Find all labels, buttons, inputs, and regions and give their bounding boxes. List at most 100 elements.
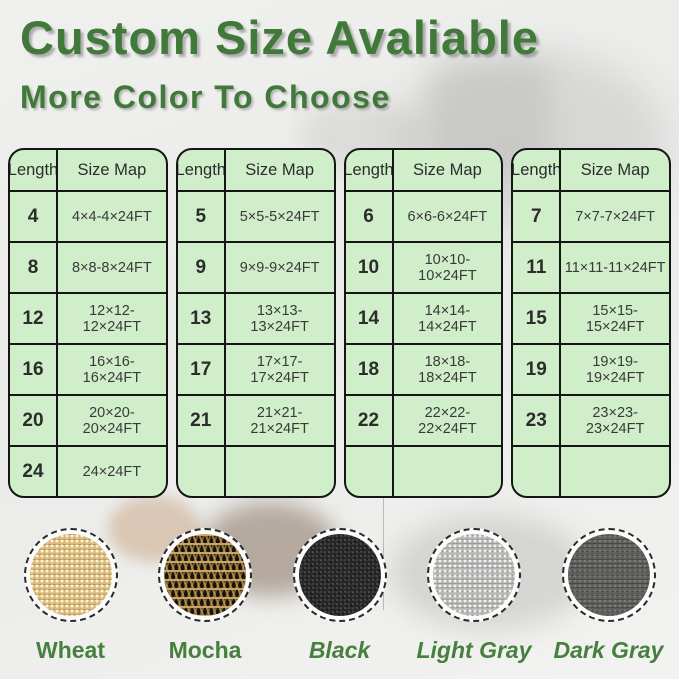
swatch-label-dark-gray: Dark Gray [553,637,664,663]
table-row-empty [177,445,334,496]
swatch-black: Black [276,528,404,664]
table-row: 23 23×23-23×24FT [513,394,669,445]
sizemap-cell: 23×23-23×24FT [585,404,645,437]
length-cell: 9 [178,243,226,292]
table-row: 20 20×20-20×24FT [10,394,166,445]
dashed-ring [561,528,656,622]
table-row: 13 13×13-13×24FT [177,292,334,343]
sizemap-cell: 11×11-11×24FT [564,259,666,276]
table-row: 8 8×8-8×24FT [10,241,166,292]
length-cell: 4 [10,192,58,241]
length-cell: 7 [513,192,562,241]
length-cell: 16 [10,345,58,394]
length-header: Length [10,150,58,190]
swatch-dark-gray: Dark Gray [545,528,673,664]
table-row: 14 14×14-14×24FT [345,292,502,343]
table-header-row: Length Size Map [178,150,334,190]
sizemap-cell: 15×15-15×24FT [585,302,645,335]
sizemap-cell: 4×4-4×24FT [71,208,152,225]
sizemap-cell: 10×10-10×24FT [418,251,477,284]
table-row: 11 11×11-11×24FT [513,241,669,292]
table-row-empty [513,445,669,496]
sizemap-header: Size Map [412,160,482,179]
size-table-3: Length Size Map 6 6×6-6×24FT 10 10×10-10×2… [343,148,504,498]
table-row-empty [345,445,502,496]
dashed-ring [292,528,387,622]
mocha-fabric-image [164,534,246,616]
length-cell: 13 [178,294,226,343]
sizemap-cell: 6×6-6×24FT [407,208,488,225]
table-row: 10 10×10-10×24FT [345,241,502,292]
table-row: 17 17×17-17×24FT [177,343,334,394]
swatch-light-gray: Light Gray [410,528,538,664]
length-cell: 18 [346,345,394,394]
length-cell [178,447,226,496]
table-row: 16 16×16-16×24FT [10,343,166,394]
table-header-row: Length Size Map [10,150,166,190]
table-row: 5 5×5-5×24FT [177,190,334,241]
length-cell: 21 [178,396,226,445]
size-table-2: Length Size Map 5 5×5-5×24FT 9 9×9-9×24FT … [175,148,336,498]
length-cell: 15 [513,294,562,343]
table-row: 19 19×19-19×24FT [513,343,669,394]
length-cell: 10 [346,243,394,292]
length-cell [513,447,562,496]
sizemap-cell: 18×18-18×24FT [418,353,477,386]
page-subtitle: More Color To Choose [20,79,391,115]
length-cell: 20 [10,396,58,445]
length-cell [346,447,394,496]
table-row: 4 4×4-4×24FT [10,190,166,241]
sizemap-cell: 19×19-19×24FT [585,353,645,386]
table-row: 18 18×18-18×24FT [345,343,502,394]
swatch-label-black: Black [308,637,371,663]
length-cell: 19 [513,345,562,394]
length-cell: 11 [513,243,562,292]
table-row: 15 15×15-15×24FT [513,292,669,343]
wheat-fabric-image [29,534,112,616]
length-cell: 5 [178,192,226,241]
length-cell: 23 [513,396,562,445]
size-table-1: Length Size Map 4 4×4-4×24FT 8 8×8-8×24FT … [8,148,168,498]
length-cell: 6 [346,192,394,241]
length-cell: 22 [346,396,394,445]
sizemap-cell [394,447,502,496]
light-gray-fabric-image [433,534,515,616]
swatch-label-mocha: Mocha [168,637,242,663]
dashed-ring [158,528,252,622]
sizemap-header: Size Map [245,160,315,179]
sizemap-header: Size Map [77,160,147,179]
table-row: 21 21×21-21×24FT [177,394,334,445]
sizemap-cell: 17×17-17×24FT [250,353,309,386]
swatch-mocha: Mocha [141,528,269,664]
table-row: 12 12×12-12×24FT [10,292,166,343]
sizemap-cell: 14×14-14×24FT [418,302,477,335]
sizemap-cell: 5×5-5×24FT [239,208,320,225]
dark-gray-fabric-image [567,534,650,616]
sizemap-cell: 16×16-16×24FT [82,353,142,386]
page-title: Custom Size Avaliable [20,11,539,64]
sizemap-cell: 8×8-8×24FT [71,259,152,276]
dashed-ring [427,528,521,622]
background-thread-line [383,498,384,610]
length-cell: 14 [346,294,394,343]
sizemap-cell: 9×9-9×24FT [239,259,320,276]
sizemap-cell [226,447,334,496]
length-cell: 8 [10,243,58,292]
sizemap-cell [561,447,669,496]
black-fabric-image [298,534,381,616]
swatch-label-light-gray: Light Gray [416,637,532,663]
sizemap-cell: 12×12-12×24FT [82,302,142,335]
length-cell: 12 [10,294,58,343]
length-header: Length [346,150,394,190]
size-tables: Length Size Map 4 4×4-4×24FT 8 8×8-8×24FT … [8,148,671,498]
sizemap-cell: 24×24FT [82,463,142,480]
size-table-4: Length Size Map 7 7×7-7×24FT 11 11×11-11×2… [511,148,671,498]
length-cell: 24 [10,447,58,496]
sizemap-cell: 22×22-22×24FT [418,404,477,437]
color-swatches: Wheat Mocha Black Light Gray Dark Gray [0,528,679,664]
table-row: 6 6×6-6×24FT [345,190,502,241]
table-header-row: Length Size Map [513,150,669,190]
table-row: 22 22×22-22×24FT [345,394,502,445]
table-row: 9 9×9-9×24FT [177,241,334,292]
